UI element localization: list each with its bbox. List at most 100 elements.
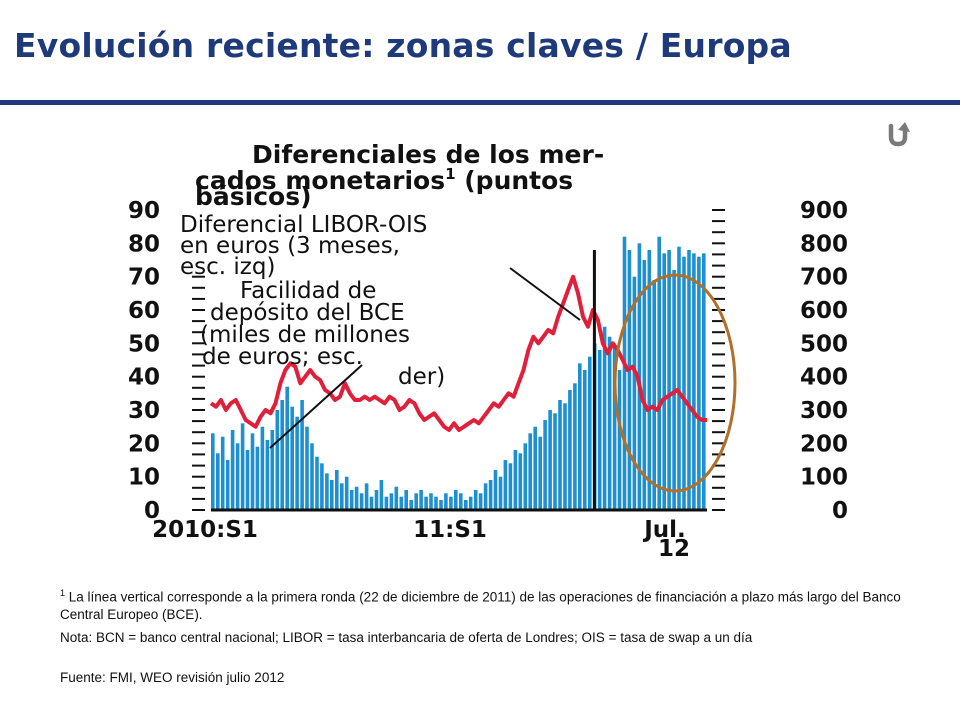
bar-deposit-99 [702, 253, 706, 511]
bar-deposit-45 [434, 496, 438, 510]
bar-deposit-26 [340, 483, 344, 510]
right-axis-labels: 900 800 700 600 500 400 300 200 100 0 [800, 198, 848, 524]
bar-deposit-3 [225, 460, 230, 510]
bar-deposit-89 [652, 280, 656, 510]
right-tick-label-5: 400 [800, 365, 848, 391]
bar-deposit-29 [354, 486, 359, 510]
bar-deposit-15 [285, 386, 289, 510]
bar-deposit-32 [369, 496, 374, 510]
bar-deposit-42 [419, 490, 423, 510]
bar-deposit-60 [508, 463, 513, 510]
left-tick-label-9: 0 [144, 498, 160, 524]
title-divider [0, 100, 960, 105]
bar-deposit-34 [379, 480, 384, 510]
bar-deposit-43 [424, 496, 428, 510]
bar-deposit-55 [483, 483, 488, 510]
bar-deposit-53 [473, 490, 478, 510]
left-axis-labels: 90 80 70 60 50 40 30 20 10 0 [128, 198, 160, 524]
bar-deposit-75 [583, 370, 587, 510]
bar-deposit-47 [444, 493, 448, 510]
bar-deposit-41 [414, 493, 418, 510]
bar-deposit-33 [374, 490, 379, 510]
right-tick-label-3: 600 [800, 298, 848, 324]
annotation-libor-line-3: esc. izq) [180, 254, 275, 280]
bar-deposit-92 [667, 250, 671, 510]
note: Nota: BCN = banco central nacional; LIBO… [60, 630, 753, 645]
bar-deposit-98 [697, 256, 701, 510]
bar-deposit-79 [602, 326, 607, 510]
chart: Diferenciales de los mer- cados monetari… [128, 140, 848, 562]
bar-deposit-39 [404, 490, 408, 510]
bar-deposit-18 [300, 400, 304, 510]
bar-deposit-27 [344, 476, 349, 510]
left-tick-label-1: 80 [128, 231, 160, 257]
bar-deposit-37 [394, 486, 399, 510]
annotation-ecb-leader [269, 364, 363, 449]
left-tick-label-4: 50 [128, 331, 160, 357]
bar-deposit-83 [622, 236, 627, 510]
bar-deposit-36 [389, 493, 394, 510]
libor-ois-line [209, 274, 707, 432]
bar-deposit-48 [449, 496, 453, 510]
bar-deposit-11 [265, 440, 270, 510]
annotation-libor-line-2: en euros (3 meses, [180, 233, 400, 259]
annotation-ecb-deposit: Facilidad de depósito del BCE (miles de … [200, 278, 445, 449]
bar-deposit-17 [295, 416, 299, 510]
bar-deposit-80 [607, 336, 612, 510]
annotation-libor-leader [509, 267, 581, 321]
bar-deposit-73 [573, 383, 577, 510]
left-tick-label-3: 60 [128, 298, 160, 324]
bar-deposit-78 [597, 350, 602, 510]
bar-deposit-20 [310, 443, 314, 510]
bar-deposit-58 [498, 476, 503, 510]
bar-deposit-91 [662, 253, 666, 511]
page-title: Evolución reciente: zonas claves / Europ… [14, 26, 792, 65]
bar-deposit-81 [612, 346, 617, 510]
bar-deposit-84 [627, 250, 632, 510]
bar-deposit-96 [687, 250, 691, 510]
bar-deposit-8 [250, 433, 255, 510]
bar-deposit-21 [315, 456, 319, 510]
bar-deposit-10 [260, 426, 265, 510]
bar-deposit-1 [216, 453, 220, 510]
bar-deposit-25 [335, 470, 339, 510]
bar-deposit-44 [429, 493, 433, 510]
bar-deposit-74 [578, 363, 582, 510]
bar-deposit-35 [384, 496, 389, 510]
bar-deposit-50 [459, 493, 463, 510]
right-tick-label-4: 500 [800, 331, 848, 357]
bar-deposit-62 [518, 453, 523, 510]
bar-deposit-52 [468, 496, 473, 510]
x-tick-label-3: 12 [658, 536, 690, 562]
bar-deposit-57 [493, 470, 498, 510]
bar-deposit-88 [647, 250, 652, 510]
right-tick-label-9: 0 [832, 498, 848, 524]
bar-deposit-23 [325, 473, 329, 510]
bar-deposit-30 [359, 493, 364, 510]
bar-deposit-64 [528, 433, 532, 510]
annotation-libor-ois: Diferencial LIBOR-OIS en euros (3 meses,… [180, 212, 581, 321]
footnote: 1 La línea vertical corresponde a la pri… [60, 588, 901, 622]
right-tick-label-2: 700 [800, 265, 848, 291]
bar-deposit-54 [478, 493, 483, 510]
bar-deposit-2 [220, 436, 225, 510]
bar-deposit-22 [320, 463, 324, 510]
bar-deposit-65 [533, 426, 537, 510]
bar-deposit-71 [563, 403, 567, 510]
bar-deposit-49 [454, 490, 458, 510]
annotation-ecb-line-2: depósito del BCE [210, 300, 405, 326]
bar-deposit-12 [270, 430, 275, 510]
bar-deposit-82 [617, 370, 622, 510]
chart-title-line-1: Diferenciales de los mer- [252, 140, 604, 169]
bar-deposit-40 [409, 500, 413, 510]
x-tick-label-1: 11:S1 [413, 517, 487, 543]
return-arrow-icon[interactable] [884, 120, 912, 148]
bar-deposit-16 [290, 406, 294, 510]
x-tick-label-0: 2010:S1 [152, 517, 258, 543]
bar-deposit-72 [568, 390, 572, 510]
chart-title: Diferenciales de los mer- cados monetari… [195, 140, 604, 211]
bar-deposit-31 [364, 483, 369, 510]
right-tick-label-6: 300 [800, 398, 848, 424]
right-tick-label-1: 800 [800, 231, 848, 257]
bar-deposit-70 [558, 400, 562, 510]
